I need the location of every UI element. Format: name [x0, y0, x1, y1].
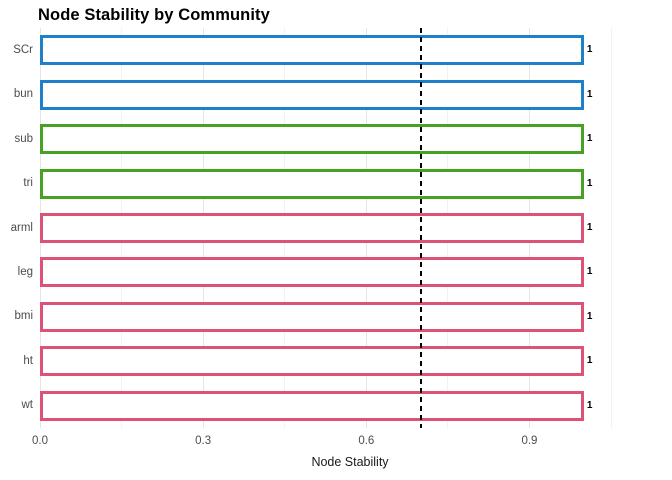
bar-value-label: 1 — [586, 44, 593, 56]
y-axis-label-tri: tri — [23, 177, 33, 190]
bar-value-label: 1 — [586, 177, 593, 189]
bar-value-label: 1 — [586, 399, 593, 411]
y-axis-label-sub: sub — [14, 132, 33, 145]
gridline-minor — [610, 28, 612, 428]
plot-panel: 1 1 1 1 1 1 1 1 1 — [39, 28, 660, 428]
y-axis-label-bun: bun — [13, 88, 33, 101]
bar-value-label: 1 — [586, 133, 593, 145]
bar-ht — [40, 346, 584, 377]
bar-value-label: 1 — [586, 222, 593, 233]
bar-value-label: 1 — [586, 266, 593, 278]
bar-arml — [40, 213, 584, 243]
bar-value-label: 1 — [586, 355, 593, 367]
x-axis-tick-label: 0.3 — [195, 435, 212, 447]
bar-tri — [40, 168, 584, 199]
x-axis-title: Node Stability — [311, 455, 389, 469]
y-axis-label-bmi: bmi — [14, 310, 33, 323]
y-axis-label-leg: leg — [17, 265, 33, 278]
bar-wt — [40, 390, 584, 421]
bar-bmi — [40, 301, 584, 332]
y-axis-label-arml: arml — [10, 221, 33, 234]
chart-title: Node Stability by Community — [38, 6, 270, 24]
bar-leg — [40, 257, 584, 288]
y-axis-label-wt: wt — [21, 399, 34, 412]
x-axis-tick-label: 0.0 — [32, 435, 48, 447]
bar-sub — [40, 124, 584, 155]
x-axis-tick-label: 0.6 — [358, 435, 375, 447]
reference-line — [419, 28, 422, 428]
y-axis-label-ht: ht — [23, 354, 33, 367]
x-axis-tick-label: 0.9 — [521, 435, 538, 447]
bar-value-label: 1 — [586, 310, 593, 322]
bar-bun — [40, 79, 584, 110]
y-axis-label-SCr: SCr — [13, 43, 33, 56]
bar-value-label: 1 — [586, 88, 593, 100]
bar-SCr — [40, 35, 584, 66]
